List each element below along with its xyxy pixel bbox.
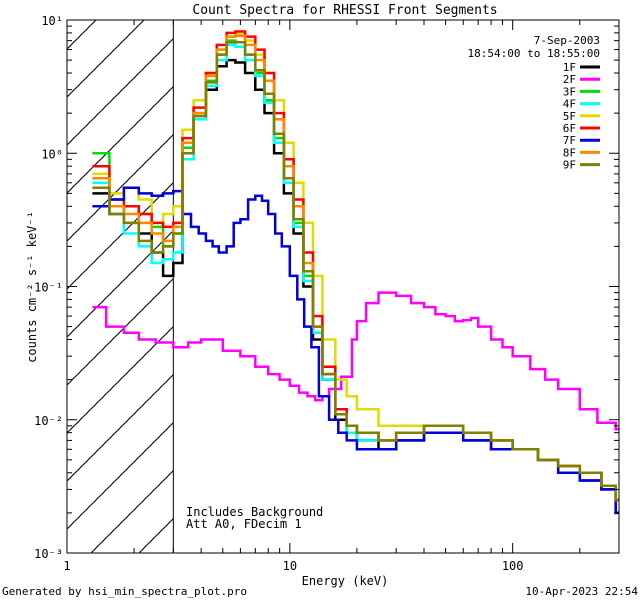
legend-label-7F: 7F xyxy=(563,134,576,147)
legend-date: 7-Sep-2003 xyxy=(534,34,600,47)
series-line-9F xyxy=(92,41,619,502)
hatch-line xyxy=(67,373,174,482)
annotation-background: Includes Background xyxy=(186,505,323,519)
legend-label-1F: 1F xyxy=(563,61,576,74)
legend-label-3F: 3F xyxy=(563,85,576,98)
legend: 7-Sep-2003 18:54:00 to 18:55:00 1F2F3F4F… xyxy=(468,34,600,172)
x-tick-labels: 1 10 100 xyxy=(63,559,523,573)
y-tick-label: 10⁰ xyxy=(41,147,63,161)
footer-generated-by: Generated by hsi_min_spectra_plot.pro xyxy=(2,585,247,598)
x-tick-label: 10 xyxy=(283,559,297,573)
legend-time-range: 18:54:00 to 18:55:00 xyxy=(468,47,600,60)
y-tick-label: 10⁻¹ xyxy=(34,281,63,295)
x-tick-label: 100 xyxy=(502,559,524,573)
hatch-line xyxy=(67,20,145,98)
legend-label-4F: 4F xyxy=(563,98,576,111)
y-tick-label: 10⁻² xyxy=(34,414,63,428)
legend-label-9F: 9F xyxy=(563,159,576,172)
hatch-line xyxy=(67,421,174,530)
hatch-line xyxy=(67,37,174,146)
series-line-2F xyxy=(92,291,619,431)
annotation-attenuator: Att A0, FDecim 1 xyxy=(186,517,302,531)
hatch-line xyxy=(67,181,174,290)
y-tick-label: 10¹ xyxy=(41,14,63,28)
chart-title: Count Spectra for RHESSI Front Segments xyxy=(192,3,497,18)
x-axis-label: Energy (keV) xyxy=(302,574,389,588)
y-tick-label: 10⁻³ xyxy=(34,547,63,561)
legend-label-8F: 8F xyxy=(563,146,576,159)
y-axis-label: counts cm⁻² s⁻¹ keV⁻¹ xyxy=(25,211,39,363)
footer-timestamp: 10-Apr-2023 22:54 xyxy=(525,585,638,598)
legend-label-6F: 6F xyxy=(563,122,576,135)
x-tick-label: 1 xyxy=(63,559,70,573)
legend-label-5F: 5F xyxy=(563,110,576,123)
legend-label-2F: 2F xyxy=(563,73,576,86)
y-tick-labels: 10¹ 10⁰ 10⁻¹ 10⁻² 10⁻³ xyxy=(34,14,63,561)
axes xyxy=(66,19,620,554)
series-layer xyxy=(92,30,619,515)
